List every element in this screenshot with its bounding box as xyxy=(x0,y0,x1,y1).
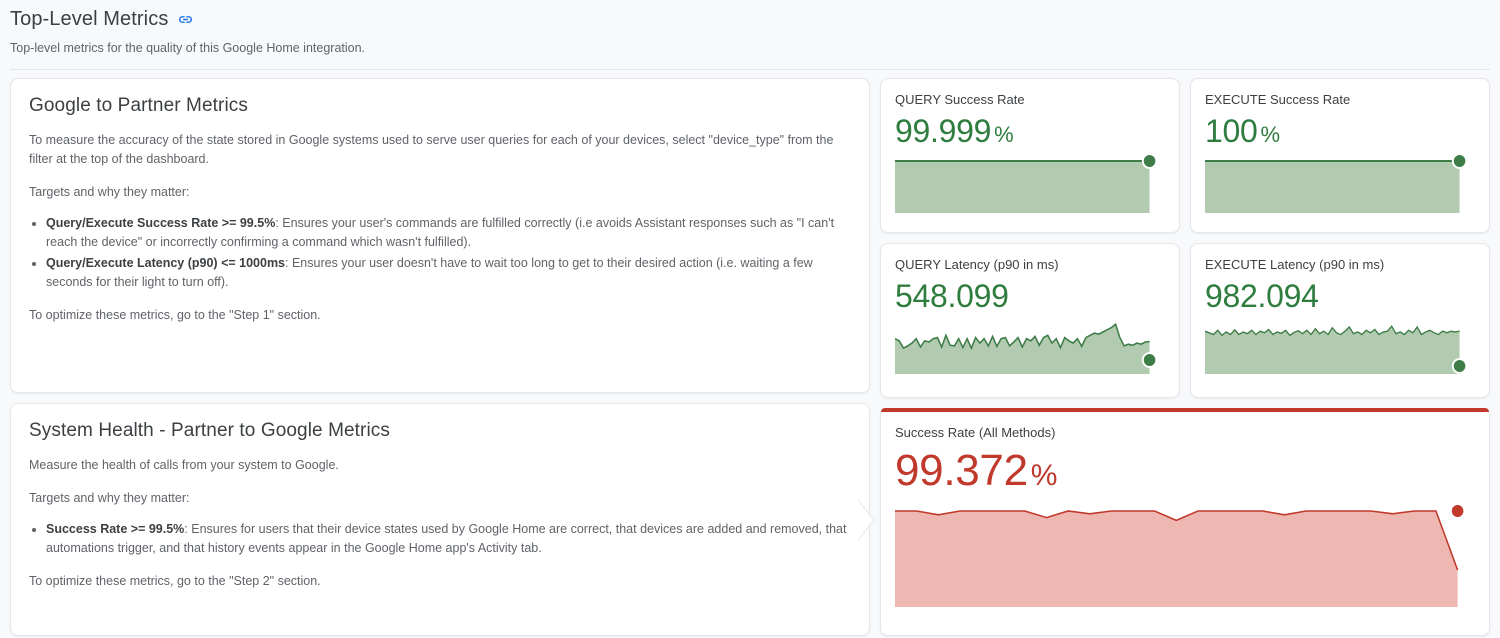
metric-value-group: 982.094 xyxy=(1205,276,1475,316)
metric-card-success-rate-all-methods[interactable]: Success Rate (All Methods) 99.372 % xyxy=(880,408,1490,636)
panel-title: Google to Partner Metrics xyxy=(29,95,248,116)
link-icon[interactable] xyxy=(177,11,194,28)
panel-footer: To optimize these metrics, go to the "St… xyxy=(29,574,321,588)
panel-targets-label: Targets and why they matter: xyxy=(29,185,190,199)
metric-value: 982.094 xyxy=(1205,278,1319,314)
panel-intro: To measure the accuracy of the state sto… xyxy=(29,133,834,166)
metric-label: EXECUTE Success Rate xyxy=(1205,92,1351,107)
alert-card-body: Success Rate (All Methods) 99.372 % xyxy=(881,412,1489,623)
metric-card-execute-latency-p90[interactable]: EXECUTE Latency (p90 in ms) 982.094 xyxy=(1190,243,1490,398)
panel-google-to-partner-metrics: Google to Partner Metrics To measure the… xyxy=(10,78,870,393)
panel-bullet-list: Query/Execute Success Rate >= 99.5%: Ens… xyxy=(29,214,851,292)
metric-card-query-latency-p90[interactable]: QUERY Latency (p90 in ms) 548.099 xyxy=(880,243,1180,398)
bullet-rest: : Ensures your user's commands are fulfi… xyxy=(46,216,835,249)
metric-value-group: 100 % xyxy=(1205,111,1475,155)
metric-value-group: 99.372 % xyxy=(895,444,1475,503)
metric-label: QUERY Latency (p90 in ms) xyxy=(895,257,1059,272)
bullet-rest: : Ensures your user doesn't have to wait… xyxy=(46,256,813,289)
metric-value-group: 99.999 % xyxy=(895,111,1165,155)
metric-value-group: 548.099 xyxy=(895,276,1165,316)
sparkline-execute-success-rate xyxy=(1205,155,1468,213)
list-item: Query/Execute Latency (p90) <= 1000ms: E… xyxy=(46,254,851,292)
metric-value: 99.999 xyxy=(895,113,992,149)
metrics-column: QUERY Success Rate 99.999 % EXECUTE Succ… xyxy=(880,78,1490,636)
panel-system-health-partner-to-google: System Health - Partner to Google Metric… xyxy=(10,403,875,636)
metric-card-execute-success-rate[interactable]: EXECUTE Success Rate 100 % xyxy=(1190,78,1490,233)
dashboard-body: Google to Partner Metrics To measure the… xyxy=(0,78,1500,638)
bullet-bold: Query/Execute Latency (p90) <= 1000ms xyxy=(46,256,286,270)
sparkline-success-rate-all-methods xyxy=(895,503,1466,607)
metric-card-query-success-rate[interactable]: QUERY Success Rate 99.999 % xyxy=(880,78,1180,233)
page-title: Top-Level Metrics xyxy=(10,8,169,30)
metric-label: QUERY Success Rate xyxy=(895,92,1025,107)
list-item: Query/Execute Success Rate >= 99.5%: Ens… xyxy=(46,214,851,252)
panel-title: System Health - Partner to Google Metric… xyxy=(29,420,391,441)
sparkline-query-latency-p90 xyxy=(895,322,1158,374)
text-panel-column: Google to Partner Metrics To measure the… xyxy=(10,78,875,636)
panel-pointer-caret xyxy=(857,499,880,540)
metric-row-success-rates: QUERY Success Rate 99.999 % EXECUTE Succ… xyxy=(880,78,1490,233)
sparkline-query-success-rate xyxy=(895,155,1158,213)
metric-row-latencies: QUERY Latency (p90 in ms) 548.099 EXECUT… xyxy=(880,243,1490,398)
panel-bullet-list: Success Rate >= 99.5%: Ensures for users… xyxy=(29,520,851,558)
sparkline-execute-latency-p90 xyxy=(1205,325,1468,374)
bullet-bold: Success Rate >= 99.5% xyxy=(46,522,185,536)
page-title-row: Top-Level Metrics xyxy=(10,6,1490,32)
header-divider xyxy=(10,69,1490,70)
alert-top-bar xyxy=(881,408,1489,412)
page-header: Top-Level Metrics Top-level metrics for … xyxy=(0,0,1500,57)
bullet-rest: : Ensures for users that their device st… xyxy=(46,522,847,555)
metric-value: 100 xyxy=(1205,113,1258,149)
page-subtitle: Top-level metrics for the quality of thi… xyxy=(10,41,366,55)
metric-unit: % xyxy=(994,122,1014,147)
metric-unit: % xyxy=(1260,122,1281,147)
metric-label: Success Rate (All Methods) xyxy=(895,425,1056,440)
metric-unit: % xyxy=(1030,459,1058,492)
panel-targets-label: Targets and why they matter: xyxy=(29,491,190,505)
list-item: Success Rate >= 99.5%: Ensures for users… xyxy=(46,520,851,558)
panel-footer: To optimize these metrics, go to the "St… xyxy=(29,308,321,322)
metric-value: 99.372 xyxy=(895,446,1028,495)
metric-value: 548.099 xyxy=(895,278,1009,314)
panel-intro: Measure the health of calls from your sy… xyxy=(29,458,339,472)
metric-label: EXECUTE Latency (p90 in ms) xyxy=(1205,257,1385,272)
bullet-bold: Query/Execute Success Rate >= 99.5% xyxy=(46,216,276,230)
